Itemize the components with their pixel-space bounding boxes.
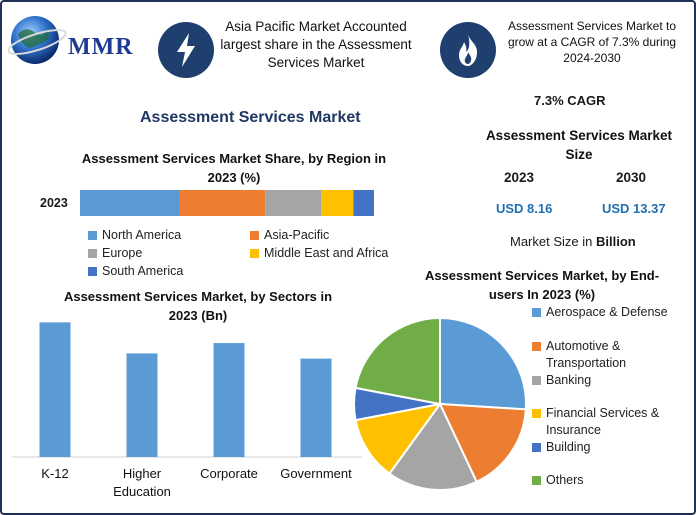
legend-swatch <box>88 266 97 276</box>
region-legend-item: South America <box>88 264 183 278</box>
enduser-chart-title: Assessment Services Market, by End-users… <box>424 268 660 302</box>
enduser-legend-item: Building <box>532 439 682 456</box>
region-category-label: 2023 <box>40 196 68 210</box>
sector-tick-label: Higher Education <box>113 466 171 499</box>
value-2023: USD 8.16 <box>496 201 553 216</box>
legend-swatch <box>532 376 541 385</box>
region-legend-item: Asia-Pacific <box>250 228 329 242</box>
enduser-legend-item: Aerospace & Defense <box>532 304 682 321</box>
region-bar-segment-middle-east-and-africa <box>321 190 354 216</box>
legend-label: Automotive & Transportation <box>546 339 627 370</box>
legend-swatch <box>250 230 259 240</box>
legend-label: South America <box>102 264 184 278</box>
value-2030: USD 13.37 <box>602 201 666 216</box>
enduser-pie-chart <box>353 316 527 491</box>
legend-label: Others <box>546 473 584 487</box>
sector-bar-corporate <box>213 343 245 457</box>
globe-logo-icon <box>8 16 67 64</box>
legend-swatch <box>532 443 541 452</box>
legend-label: Financial Services & Insurance <box>546 406 660 437</box>
pie-slice-automotive-transportation <box>438 402 527 484</box>
legend-label: Banking <box>546 373 592 387</box>
year-2023-label: 2023 <box>504 170 535 185</box>
enduser-legend-item: Financial Services & Insurance <box>532 405 682 439</box>
sector-bar-k-12 <box>39 322 71 457</box>
legend-swatch <box>532 342 541 351</box>
region-legend-item: North America <box>88 228 181 242</box>
market-size-unit: Market Size in Billion <box>510 234 636 249</box>
region-bar-segment-asia-pacific <box>179 190 266 216</box>
legend-swatch <box>532 308 541 317</box>
unit-prefix: Market Size in <box>510 234 596 249</box>
region-bar-segment-europe <box>265 190 322 216</box>
unit-bold: Billion <box>595 234 636 249</box>
lightning-icon <box>158 22 214 78</box>
sector-bar-chart: K-12 Higher Education Corporate Government <box>12 322 362 499</box>
region-legend-item: Middle East and Africa <box>250 246 388 260</box>
pie-slice-financial-services-insurance <box>354 402 443 475</box>
legend-label: North America <box>102 228 182 242</box>
region-stacked-bar <box>80 190 374 216</box>
legend-swatch <box>532 476 541 485</box>
region-bar-segment-north-america <box>80 190 180 216</box>
pie-slice-others <box>354 316 441 406</box>
legend-swatch <box>250 248 259 258</box>
region-chart-title: Assessment Services Market Share, by Reg… <box>81 151 387 185</box>
pie-slice-aerospace-defense <box>439 316 527 411</box>
flame-icon <box>440 22 496 78</box>
sector-tick-label: Corporate <box>200 466 258 481</box>
legend-swatch <box>88 230 97 240</box>
sector-bar-higher-education <box>126 353 158 457</box>
sector-bar-government <box>300 358 332 457</box>
cagr-callout: Assessment Services Market to grow at a … <box>507 19 677 65</box>
legend-label: Middle East and Africa <box>264 246 389 260</box>
year-2030-label: 2030 <box>616 170 647 185</box>
pie-slice-banking <box>388 402 478 491</box>
cagr-label: 7.3% CAGR <box>534 93 606 108</box>
legend-swatch <box>532 409 541 418</box>
legend-label: Building <box>546 440 591 454</box>
legend-swatch <box>88 248 97 258</box>
enduser-legend-item: Automotive & Transportation <box>532 338 682 372</box>
main-title: Assessment Services Market <box>140 109 361 126</box>
sector-tick-label: K-12 <box>41 466 68 481</box>
enduser-legend-item: Banking <box>532 372 682 389</box>
enduser-legend-item: Others <box>532 472 682 489</box>
region-legend-item: Europe <box>88 246 142 260</box>
legend-label: Asia-Pacific <box>264 228 330 242</box>
region-bar-segment-south-america <box>353 190 374 216</box>
sector-tick-label: Government <box>280 466 352 481</box>
legend-label: Aerospace & Defense <box>546 305 668 319</box>
sector-chart-title: Assessment Services Market, by Sectors i… <box>63 289 333 323</box>
region-share-callout: Asia Pacific Market Accounted largest sh… <box>220 19 412 70</box>
brand-logo-text: MMR <box>68 34 134 60</box>
market-size-title: Assessment Services Market Size <box>485 128 673 162</box>
legend-label: Europe <box>102 246 143 260</box>
